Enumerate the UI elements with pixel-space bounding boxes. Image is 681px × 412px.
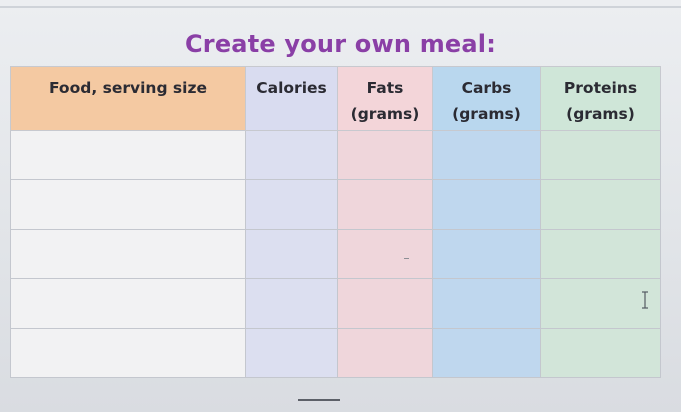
cell-calories[interactable]	[245, 129, 338, 181]
cell-fats[interactable]	[337, 129, 433, 181]
cell-food[interactable]	[10, 129, 246, 181]
header-carbs: Carbs (grams)	[432, 66, 541, 131]
cell-fats[interactable]	[337, 228, 433, 280]
bottom-divider	[298, 399, 340, 401]
cell-calories[interactable]	[245, 327, 338, 379]
header-food-label: Food, serving size	[48, 79, 208, 97]
table-row	[10, 327, 661, 379]
header-carbs-unit: (grams)	[452, 105, 521, 123]
table-row	[10, 228, 661, 280]
cell-calories[interactable]	[245, 278, 338, 329]
page-title: Create your own meal:	[184, 30, 497, 58]
cell-proteins[interactable]	[540, 228, 661, 280]
header-carbs-label: Carbs	[461, 79, 512, 97]
cell-carbs[interactable]	[432, 228, 541, 280]
header-row: Food, serving size Calories Fats (grams)…	[10, 66, 661, 131]
text-cursor-icon	[642, 291, 648, 309]
cell-proteins[interactable]	[540, 129, 661, 181]
cell-proteins[interactable]	[540, 278, 661, 329]
pencil-mark	[404, 258, 409, 259]
cell-food[interactable]	[10, 278, 246, 329]
cell-proteins[interactable]	[540, 327, 661, 379]
cell-fats[interactable]	[337, 327, 433, 379]
meal-table: Food, serving size Calories Fats (grams)…	[10, 66, 661, 379]
header-fats: Fats (grams)	[337, 66, 433, 131]
table-row	[10, 278, 661, 329]
cell-carbs[interactable]	[432, 179, 541, 230]
header-proteins-unit: (grams)	[566, 105, 635, 123]
header-fats-label: Fats	[366, 79, 404, 97]
top-divider	[0, 6, 681, 8]
cell-carbs[interactable]	[432, 129, 541, 181]
cell-fats[interactable]	[337, 179, 433, 230]
header-calories-label: Calories	[256, 79, 327, 97]
table-row	[10, 129, 661, 181]
header-proteins-label: Proteins	[563, 79, 638, 97]
cell-calories[interactable]	[245, 228, 338, 280]
cell-carbs[interactable]	[432, 278, 541, 329]
header-fats-unit: (grams)	[350, 105, 420, 123]
cell-proteins[interactable]	[540, 179, 661, 230]
cell-food[interactable]	[10, 228, 246, 280]
cell-fats[interactable]	[337, 278, 433, 329]
header-calories: Calories	[245, 66, 338, 131]
cell-calories[interactable]	[245, 179, 338, 230]
table-row	[10, 179, 661, 230]
cell-carbs[interactable]	[432, 327, 541, 379]
cell-food[interactable]	[10, 179, 246, 230]
header-proteins: Proteins (grams)	[540, 66, 661, 131]
cell-food[interactable]	[10, 327, 246, 379]
header-food-serving-size: Food, serving size	[10, 66, 246, 131]
